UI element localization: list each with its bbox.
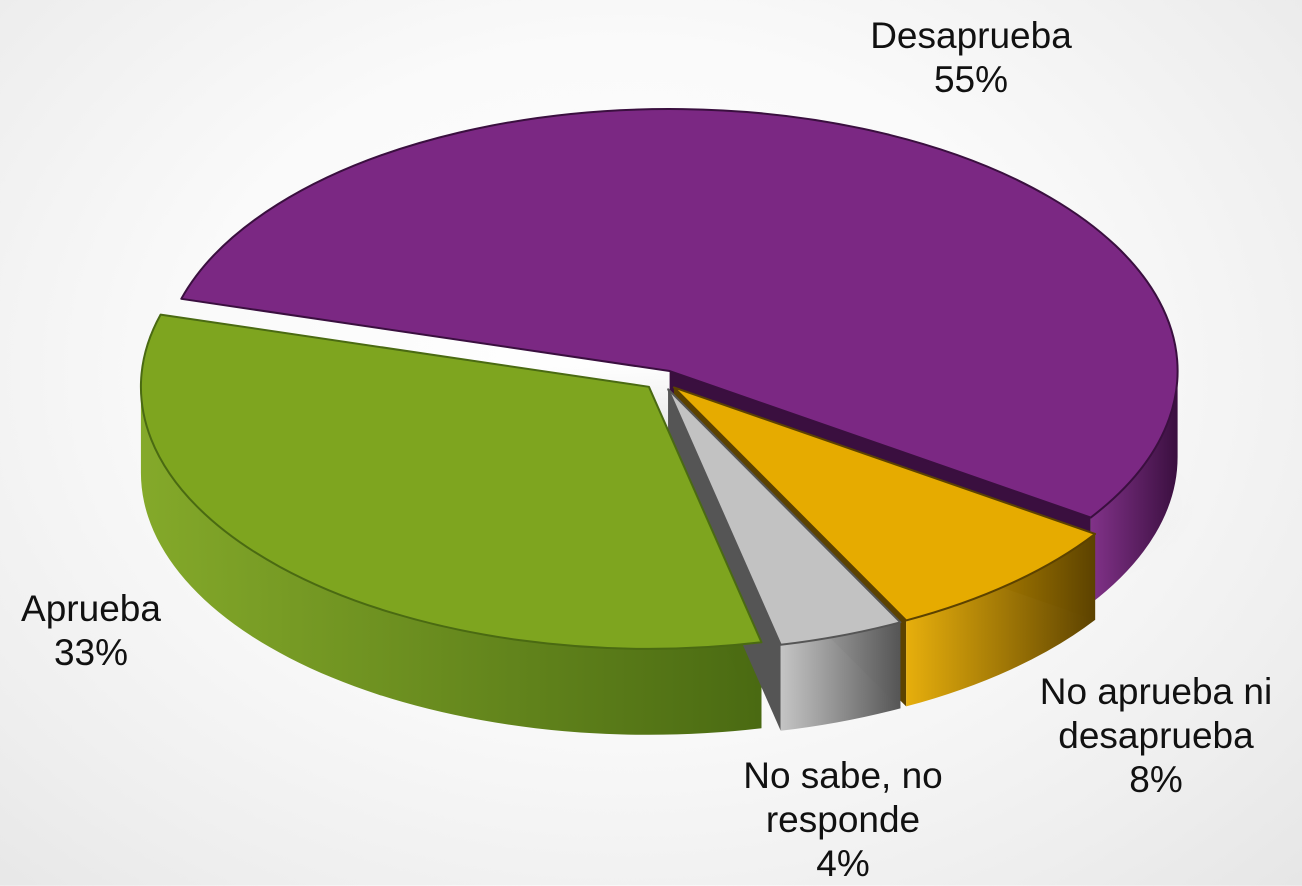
label-no-aprueba-name-line1: No aprueba ni	[1039, 671, 1273, 712]
pie-slice-side-0	[1090, 371, 1178, 604]
label-no-sabe-name-line2: responde	[765, 799, 921, 840]
pie-slice-no-sabe-no-responde	[667, 388, 902, 646]
label-desaprueba-value: 55%	[933, 59, 1009, 100]
label-aprueba: Aprueba 33%	[6, 587, 176, 675]
label-no-aprueba-value: 8%	[1129, 759, 1183, 800]
label-desaprueba-name: Desaprueba	[870, 15, 1072, 56]
label-desaprueba: Desaprueba 55%	[846, 14, 1096, 102]
pie-slice-aprueba	[139, 313, 763, 650]
label-aprueba-name: Aprueba	[21, 588, 161, 629]
pie-slice-side-2	[780, 622, 901, 731]
pie-slice-no-aprueba-ni-desaprueba	[672, 386, 1097, 622]
label-no-sabe-name-line1: No sabe, no	[743, 755, 943, 796]
pie-slice-side-3	[140, 386, 762, 735]
label-no-sabe-value: 4%	[816, 843, 870, 884]
label-aprueba-value: 33%	[53, 632, 129, 673]
pie-slice-desaprueba	[180, 108, 1179, 519]
label-no-aprueba-name-line2: desaprueba	[1058, 715, 1254, 756]
label-no-aprueba-ni-desaprueba: No aprueba ni desaprueba 8%	[1018, 670, 1294, 802]
label-no-sabe-no-responde: No sabe, no responde 4%	[718, 754, 968, 886]
pie-slice-side-1	[906, 533, 1096, 707]
